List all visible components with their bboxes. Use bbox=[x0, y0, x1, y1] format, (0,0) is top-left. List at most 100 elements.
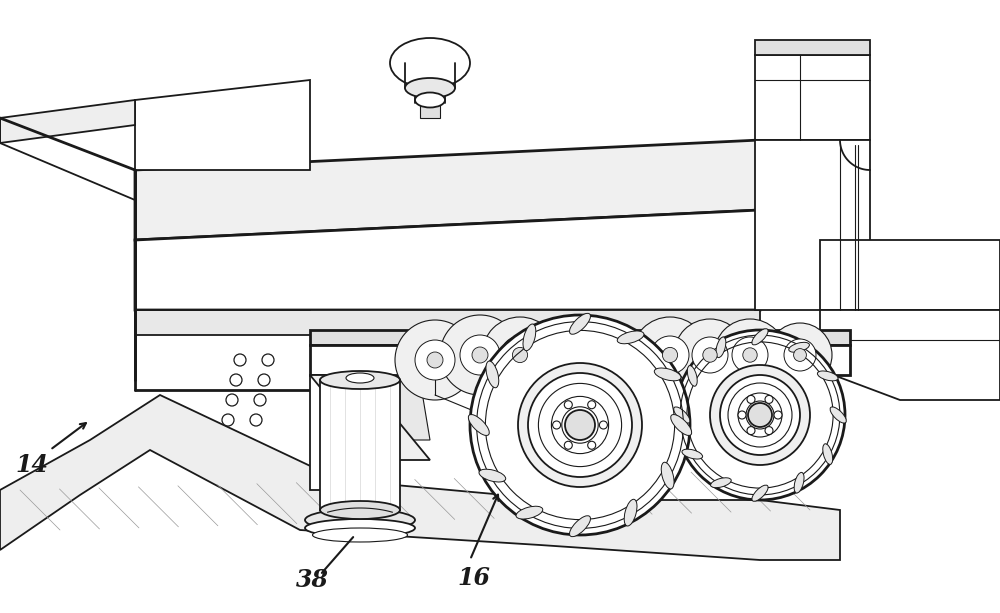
Ellipse shape bbox=[674, 319, 746, 391]
Ellipse shape bbox=[624, 499, 637, 526]
Ellipse shape bbox=[405, 78, 455, 98]
Ellipse shape bbox=[692, 337, 728, 373]
Ellipse shape bbox=[747, 395, 755, 403]
Ellipse shape bbox=[632, 317, 708, 393]
Ellipse shape bbox=[716, 337, 726, 357]
Ellipse shape bbox=[234, 354, 246, 366]
Ellipse shape bbox=[440, 315, 520, 395]
Polygon shape bbox=[135, 80, 310, 170]
Ellipse shape bbox=[570, 516, 590, 536]
Ellipse shape bbox=[710, 365, 810, 465]
Ellipse shape bbox=[468, 414, 489, 435]
Polygon shape bbox=[310, 345, 850, 375]
Ellipse shape bbox=[222, 414, 234, 426]
Ellipse shape bbox=[675, 330, 845, 500]
Ellipse shape bbox=[823, 444, 833, 465]
Ellipse shape bbox=[720, 375, 800, 455]
Polygon shape bbox=[820, 240, 1000, 310]
Ellipse shape bbox=[765, 427, 773, 435]
Ellipse shape bbox=[230, 374, 242, 386]
Ellipse shape bbox=[662, 348, 678, 363]
Ellipse shape bbox=[395, 320, 475, 400]
Ellipse shape bbox=[654, 368, 681, 381]
Ellipse shape bbox=[794, 349, 806, 362]
Polygon shape bbox=[135, 310, 760, 335]
Polygon shape bbox=[755, 140, 870, 310]
Polygon shape bbox=[420, 103, 440, 118]
Text: 14: 14 bbox=[16, 453, 49, 477]
Ellipse shape bbox=[472, 347, 488, 363]
Ellipse shape bbox=[460, 335, 500, 375]
Ellipse shape bbox=[528, 373, 632, 477]
Polygon shape bbox=[0, 395, 840, 560]
Polygon shape bbox=[540, 345, 620, 375]
Ellipse shape bbox=[784, 339, 816, 371]
Polygon shape bbox=[755, 55, 870, 140]
Ellipse shape bbox=[390, 38, 470, 88]
Ellipse shape bbox=[738, 411, 746, 419]
Ellipse shape bbox=[482, 317, 558, 393]
Ellipse shape bbox=[523, 324, 536, 351]
Ellipse shape bbox=[599, 421, 607, 429]
Ellipse shape bbox=[748, 403, 772, 427]
Ellipse shape bbox=[817, 371, 838, 381]
Ellipse shape bbox=[651, 336, 689, 374]
Ellipse shape bbox=[564, 401, 572, 409]
Polygon shape bbox=[380, 380, 430, 440]
Ellipse shape bbox=[752, 329, 768, 345]
Ellipse shape bbox=[765, 395, 773, 403]
Ellipse shape bbox=[674, 407, 690, 423]
Ellipse shape bbox=[479, 469, 506, 482]
Ellipse shape bbox=[305, 519, 415, 537]
Polygon shape bbox=[320, 380, 400, 510]
Ellipse shape bbox=[320, 501, 400, 519]
Ellipse shape bbox=[518, 363, 642, 487]
Ellipse shape bbox=[789, 342, 809, 352]
Ellipse shape bbox=[258, 374, 270, 386]
Polygon shape bbox=[0, 100, 135, 143]
Ellipse shape bbox=[415, 93, 445, 107]
Ellipse shape bbox=[262, 354, 274, 366]
Ellipse shape bbox=[588, 401, 596, 409]
Ellipse shape bbox=[470, 315, 690, 535]
Ellipse shape bbox=[570, 313, 590, 334]
Polygon shape bbox=[310, 375, 430, 460]
Ellipse shape bbox=[682, 449, 703, 459]
Ellipse shape bbox=[305, 509, 415, 531]
Polygon shape bbox=[310, 330, 850, 345]
Ellipse shape bbox=[553, 421, 561, 429]
Ellipse shape bbox=[486, 361, 499, 388]
Ellipse shape bbox=[588, 441, 596, 449]
Polygon shape bbox=[820, 310, 1000, 400]
Ellipse shape bbox=[743, 348, 757, 362]
Ellipse shape bbox=[313, 528, 408, 542]
Text: 38: 38 bbox=[296, 568, 329, 592]
Ellipse shape bbox=[687, 365, 697, 386]
Ellipse shape bbox=[617, 331, 644, 344]
Ellipse shape bbox=[703, 348, 717, 362]
Ellipse shape bbox=[346, 373, 374, 383]
Ellipse shape bbox=[501, 336, 539, 374]
Ellipse shape bbox=[250, 414, 262, 426]
Ellipse shape bbox=[671, 414, 692, 435]
Ellipse shape bbox=[254, 394, 266, 406]
Ellipse shape bbox=[752, 485, 768, 501]
Ellipse shape bbox=[512, 348, 528, 363]
Ellipse shape bbox=[774, 411, 782, 419]
Ellipse shape bbox=[415, 340, 455, 380]
Ellipse shape bbox=[711, 478, 731, 488]
Ellipse shape bbox=[794, 473, 804, 493]
Ellipse shape bbox=[732, 337, 768, 373]
Text: 16: 16 bbox=[458, 566, 490, 590]
Ellipse shape bbox=[661, 462, 674, 489]
Ellipse shape bbox=[714, 319, 786, 391]
Polygon shape bbox=[135, 140, 760, 240]
Polygon shape bbox=[310, 375, 360, 490]
Ellipse shape bbox=[427, 352, 443, 368]
Ellipse shape bbox=[830, 407, 846, 423]
Ellipse shape bbox=[226, 394, 238, 406]
Polygon shape bbox=[755, 40, 870, 55]
Ellipse shape bbox=[320, 371, 400, 389]
Ellipse shape bbox=[564, 441, 572, 449]
Ellipse shape bbox=[768, 323, 832, 387]
